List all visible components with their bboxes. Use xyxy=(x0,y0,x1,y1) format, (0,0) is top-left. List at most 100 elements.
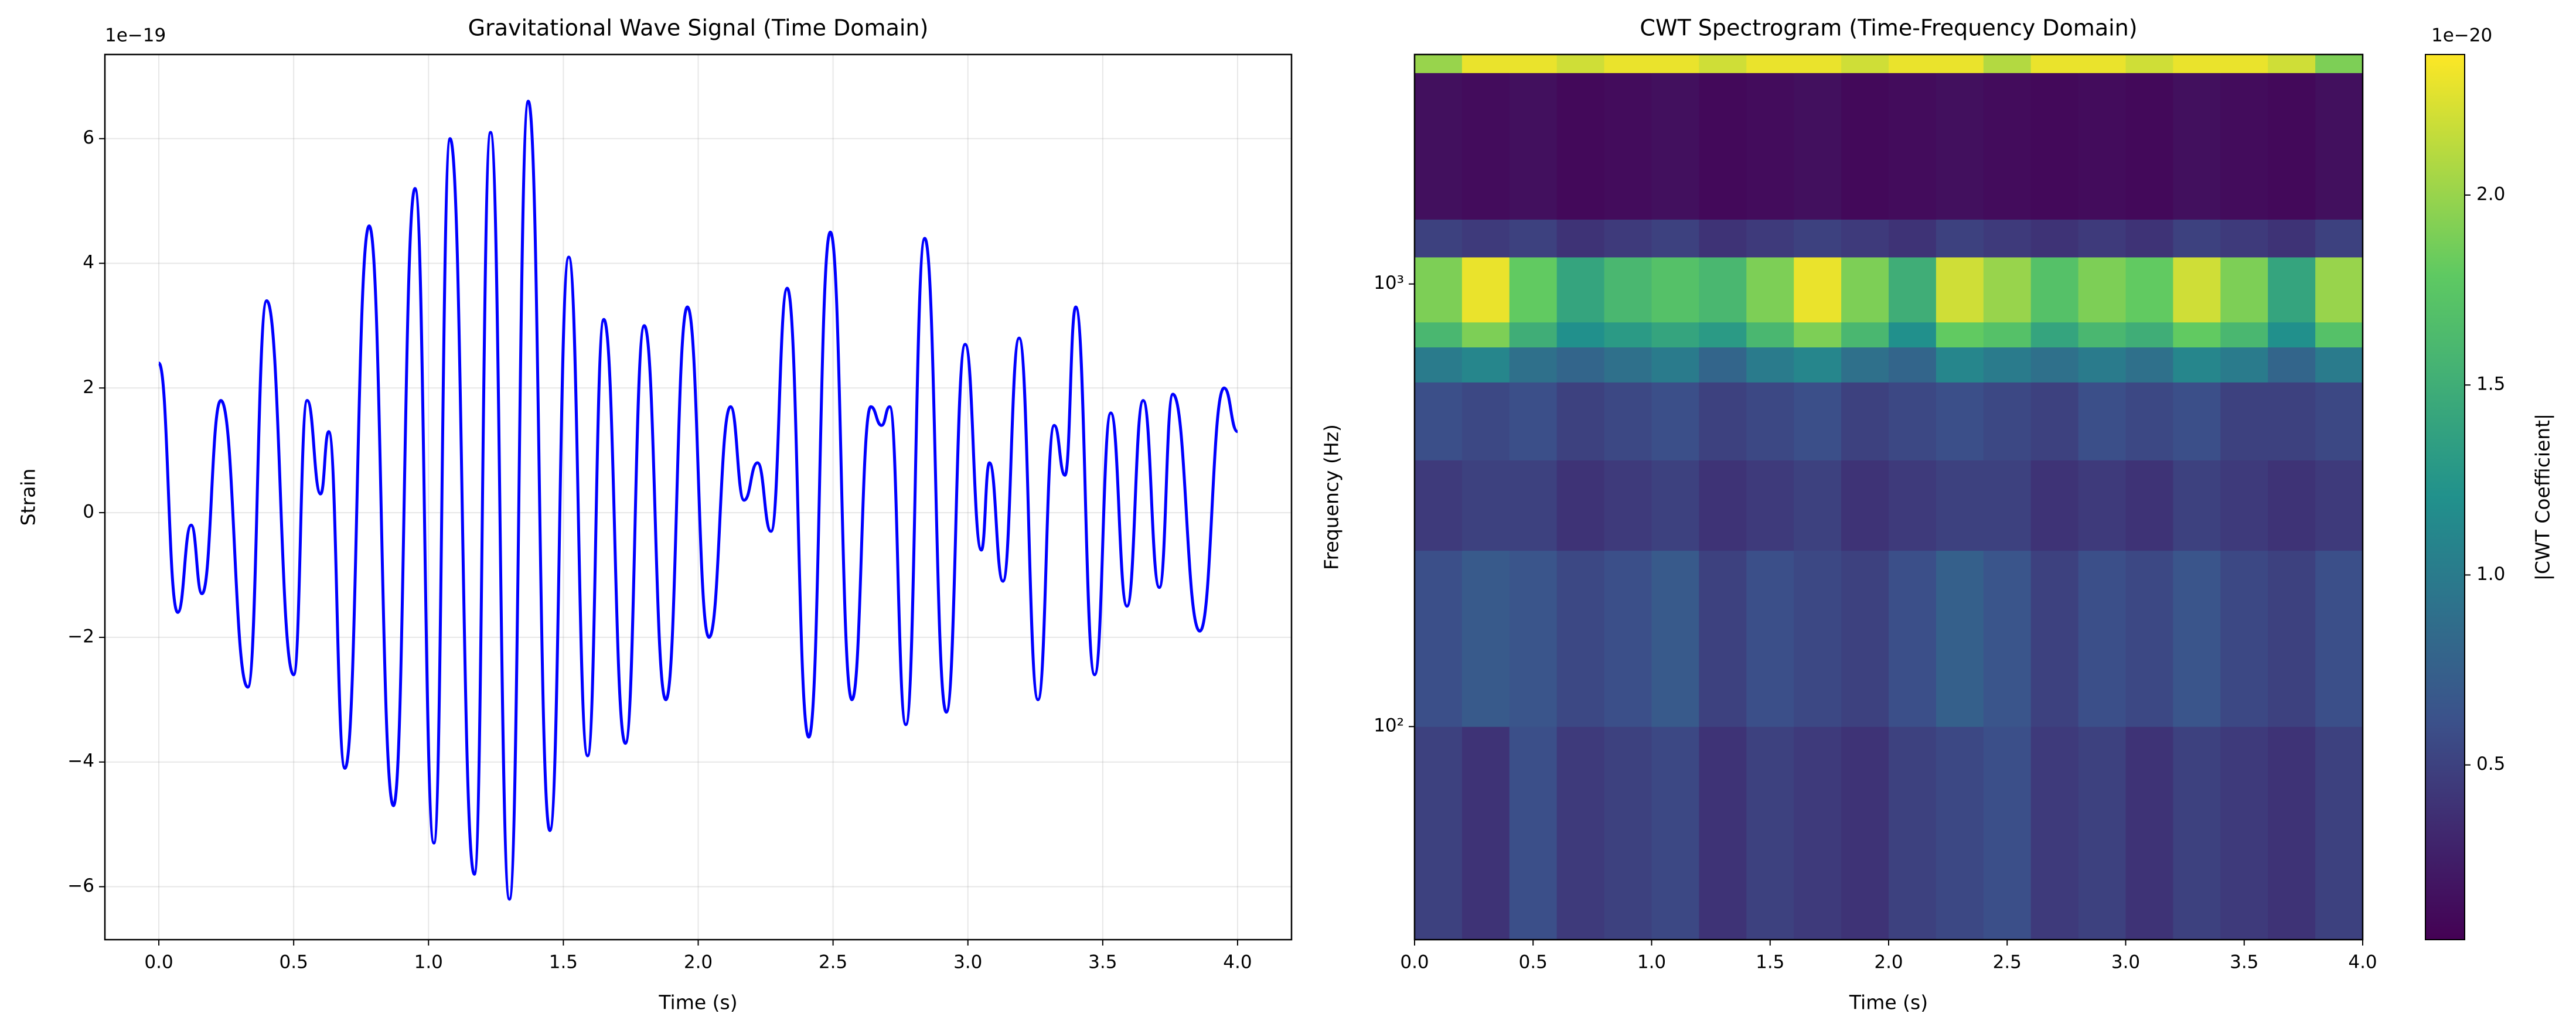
heatmap-cell xyxy=(1699,54,1747,73)
heatmap-cell xyxy=(1889,726,1937,940)
heatmap-cell xyxy=(1889,54,1937,73)
heatmap-cell xyxy=(1604,73,1652,220)
heatmap-cell xyxy=(1556,322,1605,348)
heatmap-cell xyxy=(2315,54,2363,73)
heatmap-cell xyxy=(2173,460,2221,551)
heatmap-cell xyxy=(1794,460,1842,551)
heatmap-cell xyxy=(1415,460,1463,551)
heatmap-cell xyxy=(1604,257,1652,323)
heatmap-cell xyxy=(1556,382,1605,460)
x-tick-label: 4.0 xyxy=(1223,952,1252,973)
heatmap-cell xyxy=(1509,54,1558,73)
x-tick-label: 2.0 xyxy=(1874,952,1903,973)
heatmap-cell xyxy=(1461,382,1510,460)
heatmap-cell xyxy=(1936,322,1984,348)
y-tick-label: 4 xyxy=(83,252,94,273)
heatmap-cell xyxy=(1556,460,1605,551)
colorbar-offset-label: 1e−20 xyxy=(2431,25,2492,46)
heatmap-cell xyxy=(1651,322,1699,348)
heatmap-cell xyxy=(2220,257,2268,323)
heatmap-cell xyxy=(1651,726,1699,940)
heatmap-cell xyxy=(2125,322,2173,348)
chart-title: CWT Spectrogram (Time-Frequency Domain) xyxy=(1640,15,2137,41)
heatmap-cell xyxy=(1415,219,1463,258)
heatmap-cell xyxy=(2173,322,2221,348)
heatmap-cell xyxy=(1841,322,1889,348)
x-tick-label: 3.0 xyxy=(953,952,982,973)
x-tick-label: 0.0 xyxy=(144,952,173,973)
heatmap-cell xyxy=(1604,54,1652,73)
heatmap-cell xyxy=(1509,219,1558,258)
heatmap-cell xyxy=(1604,726,1652,940)
y-tick-label: 10³ xyxy=(1374,272,1404,294)
heatmap-cell xyxy=(2030,726,2079,940)
heatmap-cell xyxy=(1841,382,1889,460)
heatmap-cell xyxy=(1509,382,1558,460)
y-tick-label: 2 xyxy=(83,377,94,398)
heatmap-cell xyxy=(1699,219,1747,258)
heatmap-cell xyxy=(1415,347,1463,383)
x-tick-label: 1.5 xyxy=(1756,952,1784,973)
heatmap-cell xyxy=(1936,54,1984,73)
heatmap-cell xyxy=(1794,347,1842,383)
colorbar-tick-label: 2.0 xyxy=(2476,183,2505,204)
heatmap-cell xyxy=(1983,347,2032,383)
heatmap-cell xyxy=(1841,460,1889,551)
heatmap-cell xyxy=(1415,73,1463,220)
heatmap-cell xyxy=(2078,726,2126,940)
heatmap-cell xyxy=(1461,726,1510,940)
heatmap-cell xyxy=(1461,460,1510,551)
heatmap-cell xyxy=(2268,73,2316,220)
heatmap-cell xyxy=(1651,219,1699,258)
heatmap-cell xyxy=(1936,460,1984,551)
heatmap-cell xyxy=(1415,550,1463,727)
heatmap-cell xyxy=(1509,460,1558,551)
heatmap-cell xyxy=(1794,73,1842,220)
heatmap-cell xyxy=(1556,726,1605,940)
colorbar-tick-label: 1.0 xyxy=(2476,564,2505,585)
x-tick-label: 3.0 xyxy=(2111,952,2140,973)
y-tick-label: −6 xyxy=(67,875,94,896)
heatmap-cell xyxy=(1841,347,1889,383)
heatmap-cell xyxy=(1604,322,1652,348)
signal-line xyxy=(157,100,1239,901)
heatmap-cell xyxy=(1509,73,1558,220)
x-tick-label: 4.0 xyxy=(2348,952,2377,973)
chart-title: Gravitational Wave Signal (Time Domain) xyxy=(468,15,929,41)
heatmap-cell xyxy=(2030,550,2079,727)
heatmap-cell xyxy=(1794,382,1842,460)
heatmap-cell xyxy=(1746,322,1794,348)
heatmap-cell xyxy=(1841,257,1889,323)
heatmap-cell xyxy=(1746,73,1794,220)
x-tick-label: 1.0 xyxy=(414,952,443,973)
x-tick-label: 1.0 xyxy=(1637,952,1666,973)
heatmap-cell xyxy=(1746,726,1794,940)
heatmap-cell xyxy=(1746,347,1794,383)
heatmap-cell xyxy=(1699,73,1747,220)
heatmap-cell xyxy=(1604,550,1652,727)
heatmap-cell xyxy=(2173,382,2221,460)
heatmap-cell xyxy=(2173,347,2221,383)
heatmap-cell xyxy=(2173,257,2221,323)
heatmap-cell xyxy=(1415,726,1463,940)
heatmap-cell xyxy=(1983,73,2032,220)
heatmap-cell xyxy=(2268,460,2316,551)
heatmap-cell xyxy=(1556,73,1605,220)
heatmap-cell xyxy=(2078,382,2126,460)
heatmap-cell xyxy=(2220,347,2268,383)
heatmap-cell xyxy=(1983,460,2032,551)
heatmap-cell xyxy=(2220,550,2268,727)
heatmap-cell xyxy=(1794,550,1842,727)
heatmap-cell xyxy=(2315,460,2363,551)
x-tick-label: 1.5 xyxy=(549,952,578,973)
heatmap-cell xyxy=(1651,347,1699,383)
heatmap-cell xyxy=(2315,257,2363,323)
heatmap-cell xyxy=(2125,219,2173,258)
heatmap-cell xyxy=(1461,347,1510,383)
x-tick-label: 2.0 xyxy=(684,952,713,973)
heatmap-cell xyxy=(1461,73,1510,220)
heatmap-cell xyxy=(1746,382,1794,460)
heatmap-cell xyxy=(1461,257,1510,323)
heatmap-cell xyxy=(1983,550,2032,727)
